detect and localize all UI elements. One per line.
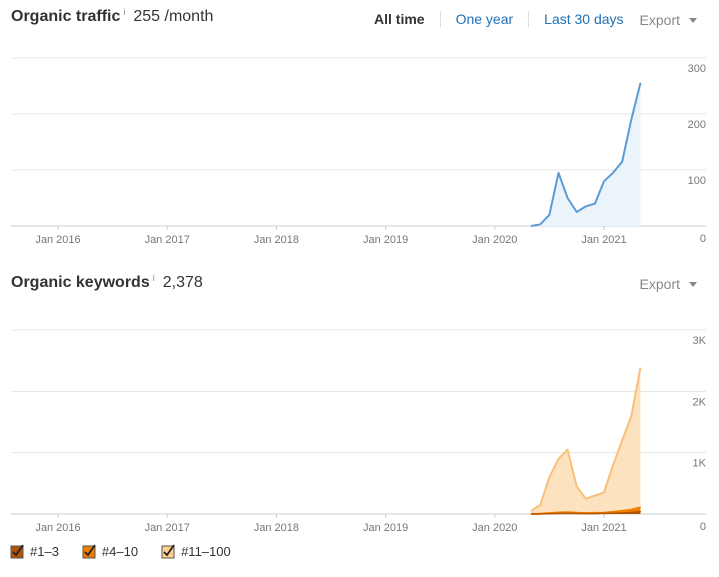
caret-down-icon (689, 281, 697, 287)
y-tick-label: 200 (688, 119, 706, 131)
keywords-export-label: Export (639, 276, 680, 292)
keywords-export-button[interactable]: Export (640, 276, 697, 292)
traffic-header: Organic traffic i 255 /month (11, 7, 214, 32)
data-point (548, 513, 551, 515)
x-tick-label: Jan 2018 (254, 234, 299, 246)
range-one-year[interactable]: One year (439, 11, 529, 27)
checkbox-icon[interactable] (82, 543, 96, 558)
data-point (594, 495, 596, 497)
data-point (548, 214, 551, 216)
data-point (557, 512, 560, 515)
data-point (539, 513, 541, 515)
data-point (639, 367, 642, 369)
data-point (612, 464, 614, 466)
y-tick-label: 1K (693, 458, 707, 470)
traffic-chart: 300 200 100 0 Jan 2016 Jan 2017 Jan 2018 Jan 20… (11, 57, 706, 246)
data-point (621, 161, 623, 163)
traffic-value: 255 /month (133, 8, 214, 25)
legend-item-top100[interactable]: #11–100 (161, 543, 231, 559)
keywords-value: 2,378 (162, 274, 203, 291)
y-tick-label: 2K (693, 396, 707, 408)
check-icon (161, 543, 175, 558)
data-point (567, 511, 569, 513)
check-icon (82, 543, 96, 558)
data-point (630, 511, 632, 514)
traffic-export-label: Export (639, 12, 680, 28)
data-point (630, 509, 632, 511)
data-point (548, 476, 551, 478)
x-tick-label: Jan 2016 (35, 234, 80, 246)
x-tick-label: Jan 2019 (363, 522, 408, 534)
data-point (594, 512, 596, 515)
checkbox-icon[interactable] (161, 543, 175, 558)
data-point (530, 510, 532, 512)
legend-label: #4–10 (101, 544, 139, 559)
x-tick-label: Jan 2016 (35, 522, 80, 534)
data-point (567, 512, 569, 514)
x-tick-label: Jan 2019 (363, 234, 408, 246)
legend-item-top10[interactable]: #4–10 (82, 543, 139, 559)
x-tick-label: Jan 2020 (472, 522, 517, 534)
data-point (630, 415, 632, 417)
range-last-30-days[interactable]: Last 30 days (528, 11, 638, 27)
data-point (567, 449, 569, 451)
data-point (585, 205, 587, 207)
data-point (576, 485, 578, 487)
data-point (585, 513, 587, 515)
data-point (621, 512, 623, 514)
x-tick-label: Jan 2017 (145, 522, 190, 534)
data-point (603, 512, 605, 515)
y-tick-label: 0 (700, 233, 706, 245)
data-point (530, 225, 532, 227)
data-point (557, 172, 560, 174)
keywords-chart: 3K 2K 1K 0 Jan 2016 Jan 2017 Jan 2018 Jan 2019 J… (11, 329, 707, 534)
traffic-info-icon[interactable]: i (123, 7, 126, 17)
y-tick-label: 0 (700, 521, 706, 533)
data-point (603, 180, 605, 182)
checkbox-icon[interactable] (10, 543, 24, 558)
legend-label: #1–3 (30, 544, 59, 559)
x-tick-label: Jan 2021 (581, 234, 626, 246)
data-point (621, 439, 623, 441)
keywords-info-icon[interactable]: i (152, 273, 155, 283)
x-tick-label: Jan 2017 (145, 234, 190, 246)
data-point (639, 82, 642, 84)
legend-label: #11–100 (181, 544, 231, 559)
data-point (612, 511, 614, 513)
legend-item-top3[interactable]: #1–3 (10, 543, 59, 559)
data-point (603, 491, 605, 494)
data-point (639, 510, 642, 513)
y-tick-label: 300 (688, 63, 706, 75)
keywords-title: Organic keywords (11, 274, 150, 291)
data-point (576, 512, 578, 515)
data-point (585, 498, 587, 500)
data-point (630, 119, 632, 121)
data-point (557, 458, 560, 460)
data-point (621, 510, 623, 512)
keywords-legend: #1–3 #4–10 #11–100 (10, 543, 255, 559)
data-point (567, 197, 569, 199)
data-point (612, 172, 614, 174)
series-area (531, 83, 641, 226)
data-point (530, 513, 532, 515)
range-all-time[interactable]: All time (374, 11, 425, 27)
check-icon (10, 543, 24, 558)
x-tick-label: Jan 2021 (581, 522, 626, 534)
series-area (531, 368, 641, 514)
x-tick-label: Jan 2018 (254, 522, 299, 534)
data-point (612, 512, 614, 514)
traffic-export-button[interactable]: Export (640, 12, 697, 28)
data-point (576, 211, 578, 213)
time-range-selector: All time One year Last 30 days (374, 11, 639, 27)
data-point (594, 203, 596, 205)
y-tick-label: 3K (693, 335, 707, 347)
data-point (539, 504, 541, 506)
keywords-header: Organic keywords i 2,378 (11, 273, 203, 298)
data-point (539, 223, 541, 225)
x-tick-label: Jan 2020 (472, 234, 517, 246)
y-tick-label: 100 (688, 175, 706, 187)
caret-down-icon (689, 17, 697, 23)
traffic-title: Organic traffic (11, 8, 121, 25)
data-point (639, 506, 642, 508)
